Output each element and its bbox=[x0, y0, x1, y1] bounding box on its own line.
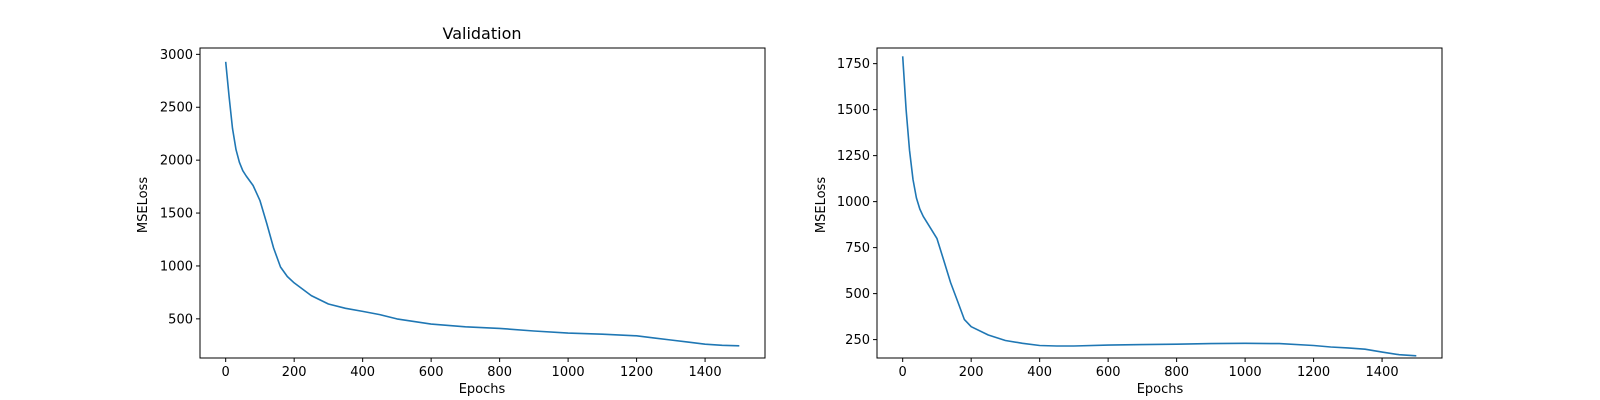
y-tick-label: 750 bbox=[845, 241, 870, 256]
x-tick-label: 800 bbox=[1164, 365, 1189, 380]
axes-frame bbox=[876, 47, 1443, 359]
x-tick-label: 800 bbox=[487, 365, 512, 380]
y-tick-label: 1250 bbox=[837, 149, 870, 164]
x-tick-label: 1200 bbox=[1297, 365, 1330, 380]
axes-frame bbox=[199, 47, 766, 359]
plot-area: 0 200 400 600 800 1000 1200 1400 500 1000 1500 2000… bbox=[160, 47, 766, 380]
chart-validation: 0 200 400 600 800 1000 1200 1400 500 1000 1500 2000… bbox=[136, 24, 766, 397]
y-tick-label: 250 bbox=[845, 333, 870, 348]
x-tick-label: 1200 bbox=[620, 365, 653, 380]
chart-second: 0 200 400 600 800 1000 1200 1400 250 500 750 1000 12… bbox=[814, 47, 1443, 397]
x-tick-label: 0 bbox=[222, 365, 230, 380]
x-tick-label: 200 bbox=[959, 365, 984, 380]
y-axis-label: MSELoss bbox=[136, 177, 151, 233]
x-tick-label: 400 bbox=[1027, 365, 1052, 380]
y-tick-label: 2000 bbox=[160, 154, 193, 169]
y-tick-label: 1500 bbox=[160, 207, 193, 222]
x-tick-label: 200 bbox=[282, 365, 307, 380]
y-tick-label: 1000 bbox=[837, 195, 870, 210]
y-tick-label: 2500 bbox=[160, 101, 193, 116]
chart-title: Validation bbox=[442, 24, 521, 43]
x-tick-label: 600 bbox=[419, 365, 444, 380]
series-line bbox=[224, 61, 740, 347]
y-tick-label: 500 bbox=[845, 287, 870, 302]
y-tick-label: 1000 bbox=[160, 259, 193, 274]
x-axis-label: Epochs bbox=[1137, 382, 1184, 397]
x-tick-label: 1400 bbox=[1366, 365, 1399, 380]
y-tick-label: 1750 bbox=[837, 57, 870, 72]
x-tick-label: 1000 bbox=[1229, 365, 1262, 380]
x-tick-label: 1400 bbox=[689, 365, 722, 380]
y-axis-label: MSELoss bbox=[814, 177, 829, 233]
y-tick-label: 500 bbox=[168, 312, 193, 327]
x-tick-label: 1000 bbox=[552, 365, 585, 380]
y-tick-label: 1500 bbox=[837, 103, 870, 118]
x-tick-label: 400 bbox=[350, 365, 375, 380]
plot-area: 0 200 400 600 800 1000 1200 1400 250 500 750 1000 12… bbox=[837, 47, 1443, 380]
y-tick-label: 3000 bbox=[160, 48, 193, 63]
x-tick-label: 600 bbox=[1096, 365, 1121, 380]
x-tick-label: 0 bbox=[899, 365, 907, 380]
series-line bbox=[901, 56, 1417, 357]
x-axis-label: Epochs bbox=[459, 382, 506, 397]
